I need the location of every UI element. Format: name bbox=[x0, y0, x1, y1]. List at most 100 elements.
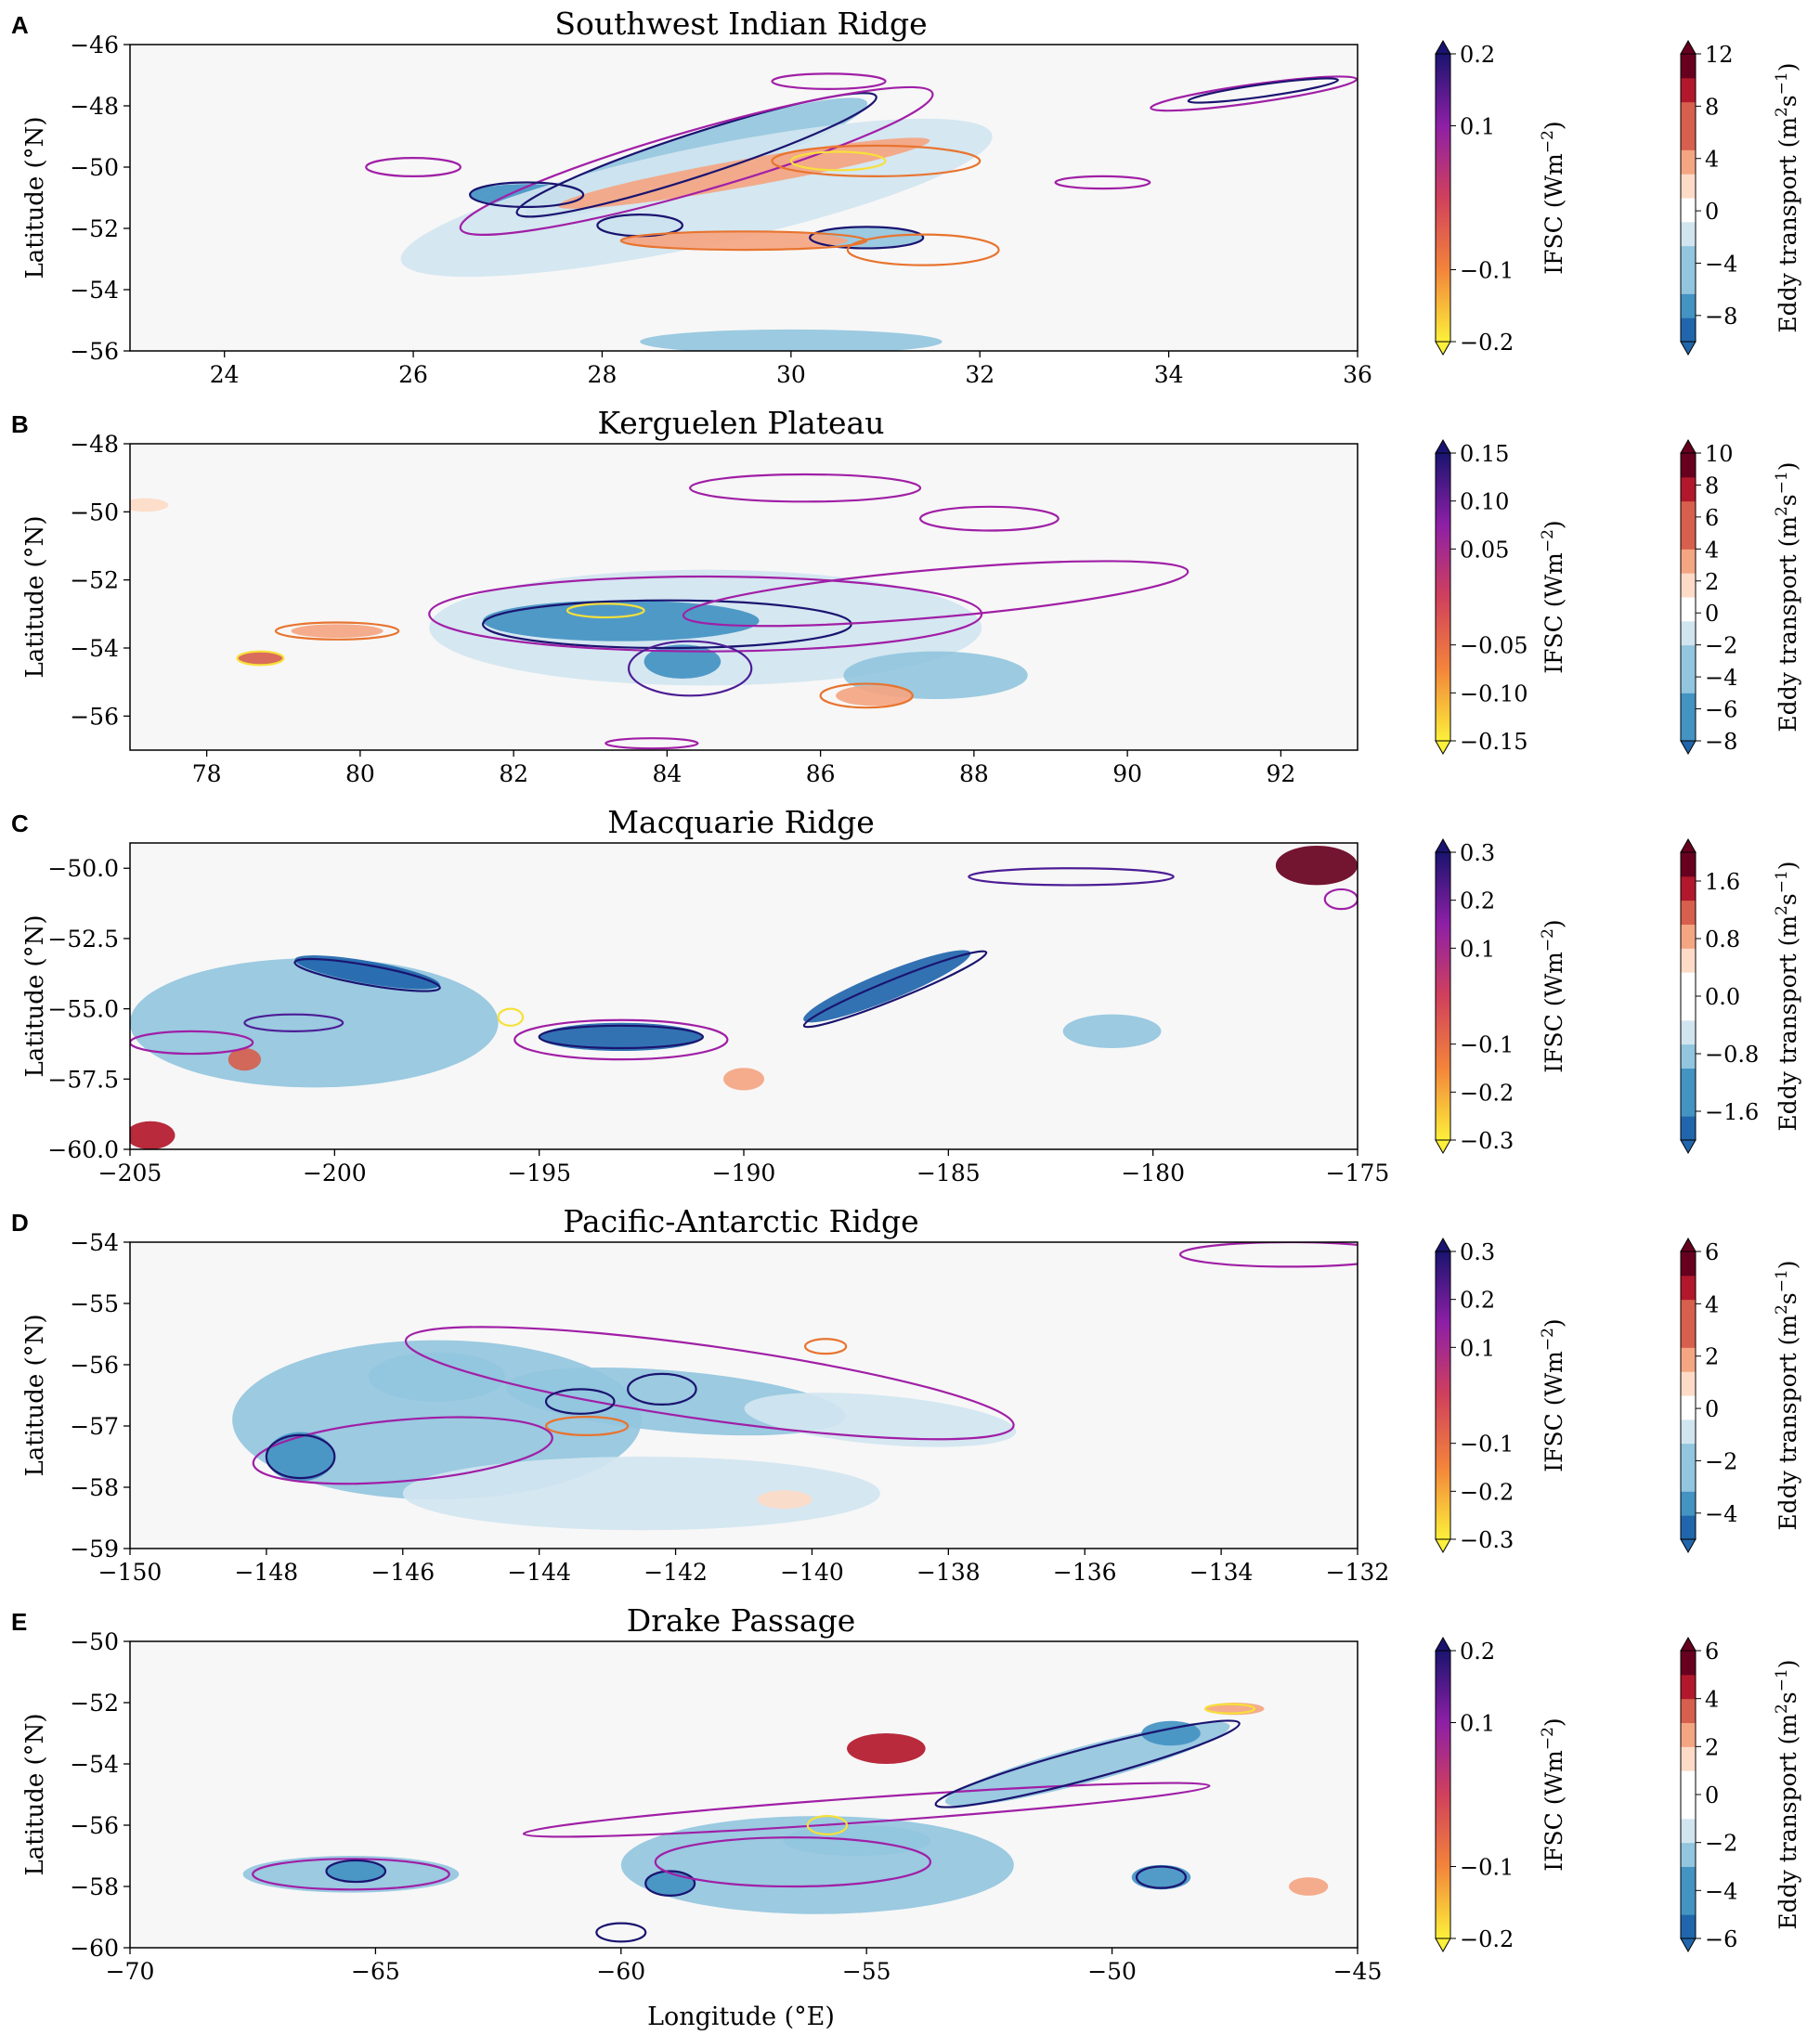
ifsc-contour bbox=[771, 72, 887, 90]
ifsc-contour bbox=[130, 1030, 254, 1056]
y-tick-label: −48 bbox=[70, 431, 119, 458]
eddy-colorbar-label: Eddy transport (m2s−1) bbox=[1773, 62, 1801, 332]
y-tick-label: −56 bbox=[70, 338, 119, 365]
ifsc-contour bbox=[819, 682, 914, 709]
ifsc-colorbar-tick-label: −0.1 bbox=[1460, 258, 1514, 284]
panel-letter: E bbox=[11, 1608, 27, 1636]
panel-letter: B bbox=[11, 410, 29, 438]
y-tick-label: −55 bbox=[70, 1290, 119, 1317]
eddy-colorbar-tick-label: 2 bbox=[1705, 569, 1719, 595]
ifsc-colorbar-tick-label: 0.1 bbox=[1460, 114, 1495, 140]
eddy-colorbar-tick-label: 1.6 bbox=[1705, 869, 1740, 895]
x-tick-label: 32 bbox=[965, 361, 994, 388]
ifsc-colorbar-tick-label: 0.1 bbox=[1460, 1335, 1495, 1361]
ifsc-contour bbox=[806, 1814, 849, 1835]
eddy-transport-region bbox=[1275, 846, 1358, 886]
panel-c: −205 −200 −195 −190 −185 −180 −175 −50.0 −52.5 −5… bbox=[11, 804, 1801, 1186]
axes-frame bbox=[129, 1640, 1358, 1949]
eddy-transport-region bbox=[228, 1048, 262, 1071]
eddy-colorbar-segment bbox=[1681, 549, 1696, 574]
axes-frame bbox=[129, 44, 1358, 352]
eddy-colorbar-tick-label: 10 bbox=[1705, 441, 1734, 467]
ifsc-contour bbox=[1150, 75, 1358, 112]
eddy-transport-region bbox=[1141, 1720, 1201, 1746]
panel-title: Kerguelen Plateau bbox=[598, 405, 885, 441]
ifsc-contour bbox=[566, 603, 645, 619]
ifsc-contour bbox=[689, 473, 922, 503]
eddy-colorbar-segment bbox=[1681, 525, 1696, 550]
ifsc-colorbar-tick-label: −0.3 bbox=[1460, 1527, 1514, 1553]
eddy-transport-region bbox=[847, 1733, 926, 1764]
ifsc-colorbar-bar bbox=[1435, 1650, 1451, 1939]
eddy-colorbar-extend-bottom bbox=[1680, 740, 1696, 756]
eddy-colorbar-tick-label: −1.6 bbox=[1705, 1099, 1759, 1125]
panel-b: 78 80 82 84 86 88 90 92−48−50−52−54−56Kerguelen… bbox=[11, 405, 1801, 787]
ifsc-contour bbox=[515, 92, 878, 218]
ifsc-colorbar: 0.2 0.1 −0.1 −0.2 IFSC (Wm−2) bbox=[1435, 39, 1567, 356]
x-tick-label: 80 bbox=[345, 760, 375, 787]
ifsc-colorbar-label: IFSC (Wm−2) bbox=[1539, 520, 1567, 673]
ifsc-contour bbox=[771, 144, 982, 177]
eddy-colorbar-tick-label: 0.8 bbox=[1705, 927, 1740, 953]
ifsc-colorbar-tick-label: −0.05 bbox=[1460, 633, 1528, 659]
y-tick-label: −50 bbox=[70, 1628, 119, 1655]
eddy-transport-region bbox=[402, 1457, 880, 1531]
ifsc-colorbar-extend-bottom bbox=[1435, 341, 1451, 356]
x-tick-label: 78 bbox=[192, 760, 222, 787]
eddy-transport-region bbox=[803, 950, 971, 1023]
eddy-colorbar-segment bbox=[1681, 174, 1696, 199]
eddy-colorbar-label: Eddy transport (m2s−1) bbox=[1773, 861, 1801, 1131]
y-tick-label: −56 bbox=[70, 703, 119, 730]
ifsc-colorbar-tick-label: 0.05 bbox=[1460, 537, 1509, 563]
eddy-transport-region bbox=[744, 1393, 1017, 1447]
y-tick-label: −52 bbox=[70, 1690, 119, 1717]
ifsc-contour bbox=[252, 1858, 450, 1891]
ifsc-contour bbox=[544, 1388, 616, 1415]
y-tick-label: −50.0 bbox=[47, 855, 119, 882]
ifsc-colorbar-tick-label: 0.10 bbox=[1460, 489, 1509, 515]
ifsc-colorbar-bar bbox=[1435, 452, 1451, 742]
y-axis-label: Latitude (°N) bbox=[21, 1713, 49, 1875]
eddy-colorbar-segment bbox=[1681, 198, 1696, 223]
ifsc-colorbar-label: IFSC (Wm−2) bbox=[1539, 1318, 1567, 1471]
eddy-colorbar-tick-label: −8 bbox=[1705, 304, 1737, 330]
eddy-colorbar: 1.6 0.8 0.0 −0.8 −1.6 Eddy transport (m2s−1) bbox=[1680, 837, 1801, 1155]
panel-title: Macquarie Ridge bbox=[607, 804, 875, 840]
eddy-colorbar-extend-top bbox=[1680, 1237, 1696, 1252]
x-tick-label: 34 bbox=[1154, 361, 1184, 388]
ifsc-colorbar-bar bbox=[1435, 851, 1451, 1141]
y-tick-label: −46 bbox=[70, 32, 119, 58]
x-tick-label: −136 bbox=[1053, 1559, 1117, 1586]
x-tick-label: −175 bbox=[1326, 1160, 1390, 1186]
ifsc-colorbar: 0.3 0.2 0.1 −0.1 −0.2 −0.3 IFSC (Wm−2) bbox=[1435, 837, 1567, 1155]
eddy-transport-region bbox=[291, 624, 384, 639]
eddy-transport-region bbox=[266, 1432, 335, 1482]
eddy-colorbar-segment bbox=[1681, 269, 1696, 294]
ifsc-contour bbox=[514, 1018, 729, 1061]
ifsc-colorbar-extend-top bbox=[1435, 39, 1451, 55]
eddy-transport-region bbox=[369, 1352, 505, 1402]
eddy-colorbar-segment bbox=[1681, 1698, 1696, 1723]
ifsc-contour bbox=[918, 505, 1060, 532]
eddy-colorbar-segment bbox=[1681, 500, 1696, 525]
ifsc-colorbar-tick-label: 0.1 bbox=[1460, 1711, 1495, 1737]
eddy-colorbar-segment bbox=[1681, 1275, 1696, 1301]
eddy-colorbar-segment bbox=[1681, 476, 1696, 502]
x-tick-label: −200 bbox=[303, 1160, 367, 1186]
ifsc-contour bbox=[236, 650, 285, 667]
ifsc-colorbar-tick-label: −0.10 bbox=[1460, 680, 1528, 706]
x-tick-label: −60 bbox=[596, 1958, 645, 1985]
eddy-colorbar-tick-label: −6 bbox=[1705, 697, 1737, 723]
x-tick-label: −65 bbox=[351, 1958, 400, 1985]
eddy-colorbar-segment bbox=[1681, 318, 1696, 343]
eddy-colorbar-tick-label: 6 bbox=[1705, 505, 1719, 531]
eddy-colorbar-segment bbox=[1681, 1467, 1696, 1492]
x-tick-label: −134 bbox=[1190, 1559, 1254, 1586]
x-tick-label: −146 bbox=[370, 1559, 435, 1586]
eddy-colorbar-segment bbox=[1681, 875, 1696, 901]
eddy-colorbar-extend-top bbox=[1680, 837, 1696, 853]
ifsc-contour bbox=[804, 1338, 848, 1355]
ifsc-colorbar-tick-label: 0.3 bbox=[1460, 1239, 1495, 1265]
eddy-transport-region bbox=[130, 1121, 176, 1149]
